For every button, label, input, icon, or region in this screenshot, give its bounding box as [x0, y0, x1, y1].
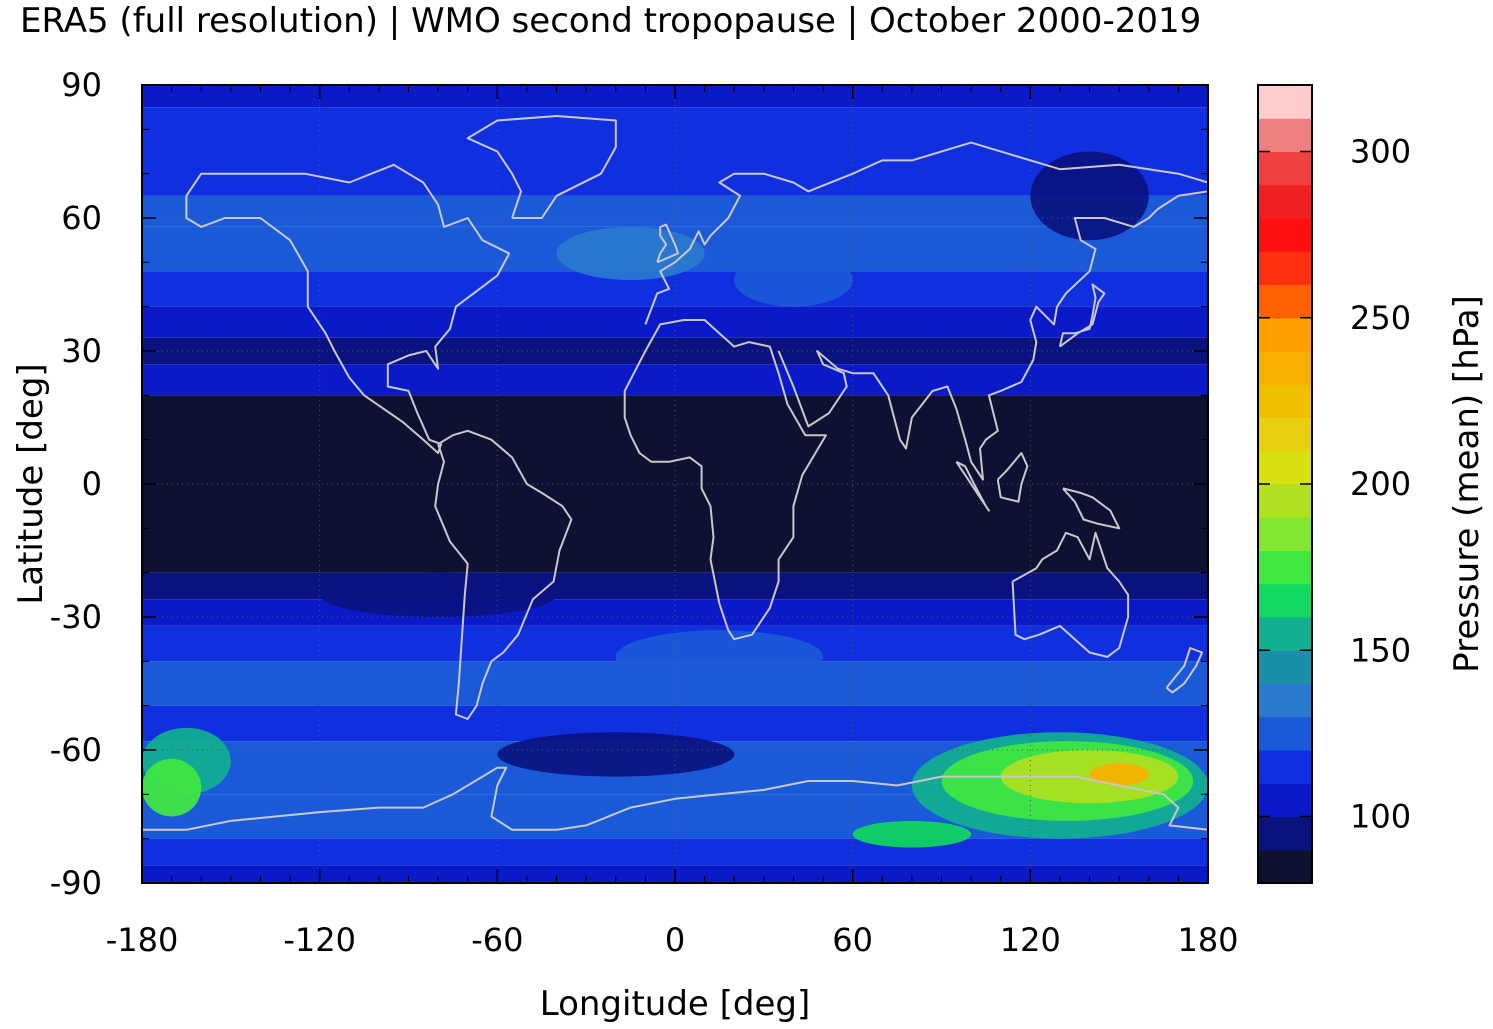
- coastline: [1062, 487, 1121, 530]
- colorbar-swatch: [1258, 583, 1312, 618]
- latitude-band: [142, 151, 1208, 196]
- colorbar-swatch: [1258, 118, 1312, 152]
- map-plot-area: [142, 85, 1208, 883]
- coastline: [1011, 531, 1130, 658]
- colorbar-tick-label: 100: [1350, 798, 1411, 836]
- x-tick-label: 60: [832, 921, 873, 959]
- coastline: [777, 190, 1208, 481]
- x-axis-ticks: -180 -120 -60 0 60 120 180: [106, 85, 1239, 959]
- pressure-region: [1089, 763, 1149, 786]
- colorbar-tick-label: 250: [1350, 299, 1411, 337]
- grid-lines: [142, 85, 1208, 883]
- colorbar-swatch: [1258, 716, 1312, 751]
- pressure-region: [1030, 151, 1149, 241]
- coastline: [955, 460, 990, 512]
- colorbar-swatch: [1258, 617, 1312, 651]
- pressure-region: [319, 572, 557, 617]
- colorbar-swatch: [1258, 218, 1312, 252]
- colorbar-label: Pressure (mean) [hPa]: [1447, 295, 1487, 673]
- colorbar-swatch: [1258, 683, 1312, 718]
- colorbar-swatch: [1258, 550, 1312, 585]
- x-tick-label: -180: [106, 921, 179, 959]
- colorbar-swatch: [1258, 816, 1312, 851]
- colorbar-ticks: 100 150 200 250 300: [1258, 133, 1411, 836]
- colorbar-swatch: [1258, 517, 1312, 551]
- latitude-band: [142, 599, 1208, 626]
- coastline: [185, 163, 511, 454]
- coastline: [996, 452, 1029, 503]
- chart-title: ERA5 (full resolution) | WMO second trop…: [20, 1, 1201, 41]
- y-axis-ticks: -90 -60 -30 0 30 60 90: [50, 66, 1208, 902]
- colorbar-tick-label: 150: [1350, 631, 1411, 669]
- pressure-region: [497, 732, 735, 777]
- colorbar: [1258, 85, 1312, 884]
- y-tick-label: -90: [50, 864, 102, 902]
- pressure-region: [142, 758, 202, 817]
- colorbar-swatch: [1258, 417, 1312, 452]
- x-tick-label: 180: [1177, 921, 1238, 959]
- colorbar-swatch: [1258, 85, 1312, 119]
- x-tick-label: -120: [283, 921, 356, 959]
- colorbar-tick-label: 300: [1350, 133, 1411, 171]
- pressure-region: [734, 253, 853, 307]
- colorbar-swatch: [1258, 251, 1312, 285]
- x-tick-label: 120: [1000, 921, 1061, 959]
- coastline: [142, 766, 1208, 831]
- colorbar-swatch: [1258, 849, 1312, 884]
- colorbar-swatch: [1258, 484, 1312, 518]
- coastline: [1165, 647, 1204, 694]
- coastline: [1058, 283, 1106, 348]
- y-axis-label: Latitude [deg]: [11, 363, 51, 604]
- colorbar-tick-label: 200: [1350, 465, 1411, 503]
- colorbar-swatch: [1258, 450, 1312, 485]
- coastlines: [142, 115, 1208, 831]
- colorbar-swatch: [1258, 351, 1312, 385]
- colorbar-swatch: [1258, 284, 1312, 319]
- colorbar-swatch: [1258, 750, 1312, 784]
- latitude-band: [142, 838, 1208, 866]
- coastline: [644, 141, 1208, 325]
- pressure-region: [556, 226, 705, 281]
- latitude-band: [142, 395, 1208, 573]
- x-tick-label: 0: [665, 921, 685, 959]
- y-tick-label: -30: [50, 598, 102, 636]
- y-tick-label: 30: [61, 332, 102, 370]
- pressure-region: [615, 630, 824, 684]
- x-axis-label: Longitude [deg]: [540, 984, 811, 1024]
- coastline: [623, 319, 827, 641]
- pressure-region: [852, 820, 972, 848]
- latitude-band: [142, 271, 1208, 307]
- y-tick-label: -60: [50, 731, 102, 769]
- colorbar-swatch: [1258, 384, 1312, 418]
- coastline: [656, 223, 679, 264]
- x-tick-label: -60: [471, 921, 523, 959]
- coastline: [466, 115, 617, 219]
- colorbar-swatch: [1258, 317, 1312, 352]
- colorbar-swatch: [1258, 783, 1312, 817]
- colorbar-swatch: [1258, 650, 1312, 684]
- colorbar-swatch: [1258, 151, 1312, 186]
- colorbar-swatch: [1258, 184, 1312, 219]
- coastline: [434, 429, 573, 720]
- y-tick-label: 0: [82, 465, 102, 503]
- pressure-region: [1000, 750, 1179, 804]
- y-tick-label: 90: [61, 66, 102, 104]
- latitude-band: [142, 195, 1208, 227]
- latitude-band: [142, 107, 1208, 152]
- y-tick-label: 60: [61, 199, 102, 237]
